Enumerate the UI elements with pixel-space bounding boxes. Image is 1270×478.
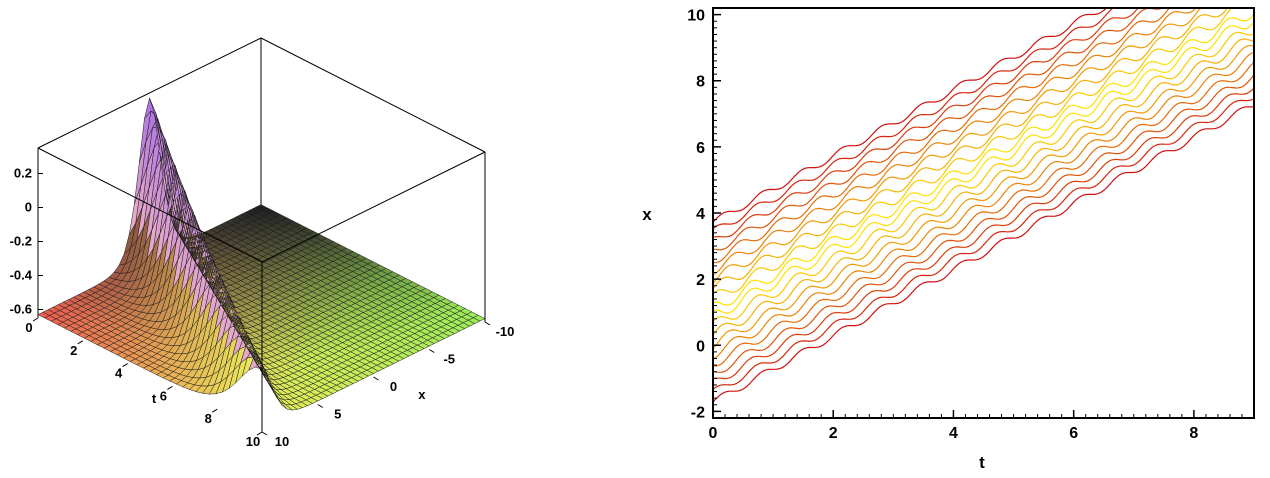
surface-mesh bbox=[37, 97, 486, 411]
x-tick-mark bbox=[428, 349, 435, 353]
contour-line bbox=[713, 31, 1254, 322]
x-tick-mark bbox=[261, 431, 268, 436]
y-tick-label: 8 bbox=[696, 74, 705, 91]
contour-line bbox=[713, 8, 1229, 290]
x-tick-label: 4 bbox=[949, 425, 958, 442]
contour-line bbox=[713, 21, 1254, 314]
t-axis-label: t bbox=[152, 391, 157, 406]
x-tick-label: 5 bbox=[334, 407, 341, 422]
x-axis-label: x bbox=[418, 387, 426, 402]
y-tick-label: -2 bbox=[691, 404, 705, 421]
contour-line bbox=[713, 8, 1108, 223]
box-edge bbox=[37, 147, 263, 263]
t-tick-mark bbox=[211, 408, 218, 413]
contour-line bbox=[713, 8, 1171, 264]
contour-line bbox=[713, 8, 1115, 230]
box-edge bbox=[260, 37, 486, 153]
x-tick-mark bbox=[317, 404, 324, 408]
x-tick-label: -10 bbox=[496, 324, 515, 339]
y-axis-label: x bbox=[642, 205, 652, 224]
z-tick-label: -0.6 bbox=[10, 302, 32, 317]
bounding-box-front bbox=[37, 147, 486, 432]
y-tick-label: 10 bbox=[687, 8, 705, 25]
t-tick-label: 6 bbox=[160, 388, 167, 403]
contour-line bbox=[713, 73, 1254, 373]
t-tick-mark bbox=[122, 363, 128, 368]
contour-line bbox=[713, 38, 1254, 336]
x-tick-label: -5 bbox=[443, 352, 455, 367]
surface-patch bbox=[472, 314, 486, 322]
x-tick-label: 2 bbox=[829, 425, 838, 442]
contour-line bbox=[713, 106, 1254, 403]
contour-line bbox=[713, 8, 1253, 295]
surface-plot: 0.2 0 -0.2 -0.4 -0.6 0 2 4 6 8 10 t -10 -5 0 5 10 x bbox=[10, 37, 515, 450]
box-edge bbox=[37, 37, 262, 149]
x-tick-mark bbox=[373, 376, 379, 381]
t-tick-label: 4 bbox=[115, 366, 123, 381]
y-tick-label: 2 bbox=[696, 272, 705, 289]
x-tick-label: 8 bbox=[1189, 425, 1198, 442]
t-tick-mark bbox=[256, 431, 263, 436]
contour-line bbox=[713, 8, 1164, 251]
surface-ticks: 0.2 0 -0.2 -0.4 -0.6 0 2 4 6 8 10 t -10 -5 0 5 10 x bbox=[10, 166, 515, 450]
z-tick-label: 0.2 bbox=[14, 166, 32, 181]
y-tick-label: 0 bbox=[696, 338, 705, 355]
x-tick-label: 6 bbox=[1069, 425, 1078, 442]
contour-line bbox=[713, 8, 1139, 238]
contour-line bbox=[713, 87, 1254, 380]
t-tick-label: 10 bbox=[246, 434, 260, 449]
t-tick-label: 0 bbox=[25, 320, 32, 335]
contour-line bbox=[713, 44, 1254, 350]
contour-line bbox=[713, 61, 1254, 367]
y-tick-label: 6 bbox=[696, 140, 705, 157]
y-tick-label: 4 bbox=[696, 206, 705, 223]
contour-line bbox=[713, 8, 1197, 276]
x-axis-label: t bbox=[979, 453, 985, 472]
x-tick-label: 0 bbox=[390, 379, 397, 394]
bounding-box-back bbox=[37, 37, 486, 322]
contour-plot-panel: 0 2 4 6 8 -2 0 2 4 6 8 10 t x bbox=[635, 0, 1270, 473]
contour-lines bbox=[713, 8, 1254, 403]
z-tick-label: 0 bbox=[25, 200, 32, 215]
t-tick-label: 8 bbox=[205, 411, 212, 426]
x-tick-mark bbox=[484, 321, 491, 326]
t-tick-mark bbox=[32, 317, 39, 322]
contour-line bbox=[713, 98, 1254, 391]
contour-line bbox=[713, 8, 1202, 284]
z-tick-label: -0.4 bbox=[10, 268, 33, 283]
contour-line bbox=[713, 13, 1254, 306]
box-edge bbox=[261, 151, 486, 263]
x-tick-label: 0 bbox=[709, 425, 718, 442]
x-tick-label: 10 bbox=[275, 434, 289, 449]
contour-line bbox=[713, 51, 1254, 360]
surface-plot-panel: 0.2 0 -0.2 -0.4 -0.6 0 2 4 6 8 10 t -10 -5 0 5 10 x bbox=[0, 0, 635, 473]
z-tick-label: -0.2 bbox=[10, 234, 32, 249]
t-tick-label: 2 bbox=[70, 343, 77, 358]
t-tick-mark bbox=[77, 340, 84, 345]
t-tick-mark bbox=[167, 385, 173, 390]
